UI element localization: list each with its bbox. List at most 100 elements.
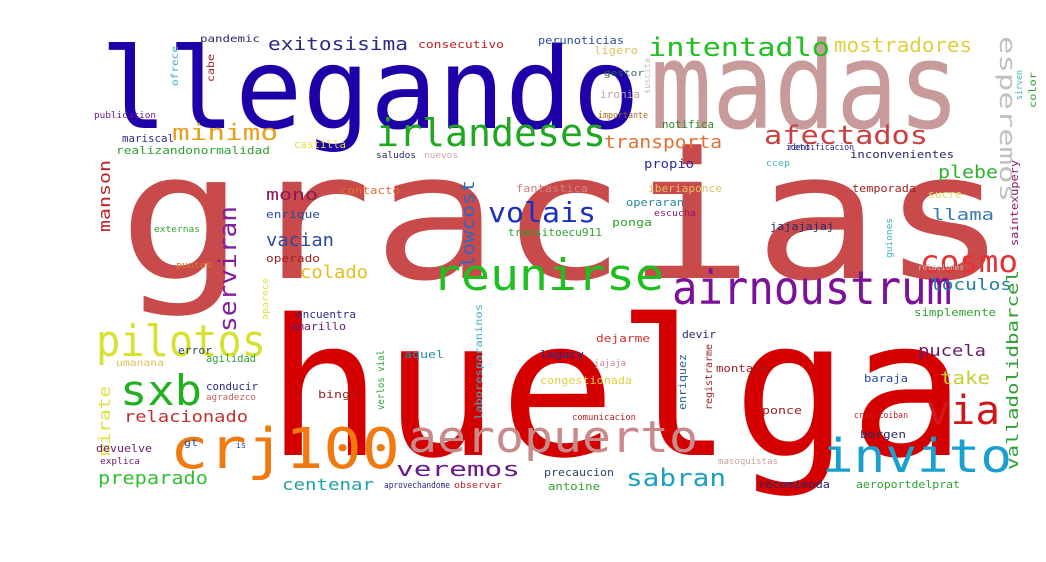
word-take: take: [940, 368, 990, 389]
word-is: is: [236, 441, 246, 451]
word-simplemente: simplemente: [914, 306, 996, 319]
word-colado: colado: [300, 262, 368, 283]
word-ccep: ccep: [766, 159, 790, 169]
word-huelga: huelga: [266, 279, 966, 500]
word-sxb: sxb: [120, 366, 202, 415]
word-jajajajaj: jajajajaj: [770, 220, 834, 233]
word-publicacion: publicacion: [94, 111, 156, 121]
word-escucha: escucha: [654, 209, 696, 219]
word-encuentra: encuentra: [296, 308, 356, 321]
word-manson: manson: [95, 160, 114, 232]
word-externas: externas: [154, 225, 200, 235]
word-preparado: preparado: [98, 468, 208, 489]
word-explica: explica: [100, 457, 140, 467]
word-contacto: contacto: [340, 184, 400, 197]
word-veremos: veremos: [396, 457, 520, 481]
word-operaran: operaran: [626, 196, 684, 209]
word-temporada: temporada: [852, 182, 916, 195]
word-guiones: guiones: [885, 218, 895, 258]
word-saludos: saludos: [376, 151, 416, 161]
word-mirate: mirate: [95, 386, 114, 456]
word-sirven: sirven: [1015, 70, 1025, 100]
word-relaciones: relaciones: [918, 263, 964, 272]
word-llama: llama: [932, 205, 994, 224]
word-legacy: legacy: [540, 348, 584, 361]
word-pandemic: pandemic: [200, 34, 260, 45]
word-masoquistas: masoquistas: [718, 457, 778, 467]
word-observar: observar: [454, 481, 503, 491]
word-valladolidbarcel: valladolidbarcel: [1003, 270, 1022, 470]
word-mono: mono: [266, 185, 318, 204]
word-intentadlo: intentadlo: [648, 33, 830, 63]
word-ponga: ponga: [612, 216, 652, 229]
word-aparece: aparece: [261, 278, 271, 320]
word-importante: importante: [598, 111, 648, 121]
word-serviran: serviran: [214, 206, 242, 332]
word-propio: propio: [644, 157, 694, 171]
word-vacian: vacian: [266, 230, 334, 251]
word-volais: volais: [488, 196, 596, 229]
word-recomienda: recomienda: [758, 478, 830, 491]
word-iberiaponce: iberiaponce: [648, 182, 722, 195]
word-error: error: [178, 344, 212, 357]
word-plebe: plebe: [938, 162, 998, 183]
word-perunoticias: perunoticias: [538, 34, 624, 47]
word-amarillo: amarillo: [290, 320, 346, 333]
word-jajaja: jajaja: [594, 359, 626, 369]
word-cabe: cabe: [206, 54, 217, 82]
word-puntos: puntos: [176, 261, 212, 271]
word-reto: reto: [788, 143, 810, 153]
word-minimo: minimo: [172, 121, 278, 146]
word-devir: devir: [682, 328, 716, 341]
word-ofrece: ofrece: [170, 46, 181, 86]
word-montaje: montaje: [716, 362, 768, 375]
word-enriquez: enriquez: [676, 354, 689, 410]
word-operado: operado: [266, 252, 320, 265]
word-comunicacion: comunicacion: [572, 413, 636, 423]
word-afectados: afectados: [764, 121, 928, 151]
word-lowcost: lowcost: [458, 180, 479, 268]
word-airnoustrum: airnoustrum: [672, 261, 952, 315]
word-madas: madas: [650, 18, 960, 157]
word-pucela: pucela: [918, 341, 986, 360]
word-laboresparaninos: laboresparaninos: [474, 304, 485, 420]
word-gestor: gestor: [604, 69, 645, 79]
word-pilotos: pilotos: [96, 316, 266, 367]
word-aquel: aquel: [404, 348, 444, 361]
word-registrarme: registrarme: [704, 344, 715, 410]
word-umanana: umanana: [116, 358, 164, 369]
word-aprovechandome: aprovechandome: [384, 481, 450, 491]
word-centenar: centenar: [282, 475, 374, 494]
word-reunirse: reunirse: [432, 250, 664, 301]
word-antoine: antoine: [548, 480, 600, 493]
word-gracias: gracias: [118, 115, 1008, 320]
word-exitosisima: exitosisima: [268, 34, 408, 55]
word-cosmo: cosmo: [920, 245, 1018, 280]
word-consecutivo: consecutivo: [418, 38, 504, 51]
word-ligero: ligero: [594, 44, 638, 57]
word-sabran: sabran: [626, 464, 726, 492]
word-color: color: [1028, 72, 1039, 108]
word-crj100: crj100: [170, 417, 400, 482]
word-notifica: notifica: [662, 118, 714, 131]
word-relacionado: relacionado: [124, 407, 248, 426]
word-saintexupery: saintexupery: [1008, 160, 1021, 246]
word-dejarme: dejarme: [596, 332, 650, 345]
word-llegando: llegando: [100, 25, 640, 155]
word-conducir: conducir: [206, 380, 258, 393]
word-nuevos: nuevos: [424, 151, 458, 161]
word-inconvenientes: inconvenientes: [850, 148, 954, 161]
word-ponce: ponce: [762, 404, 802, 417]
word-criticoiban: criticoiban: [854, 411, 908, 421]
word-irlandeses: irlandeses: [376, 111, 606, 155]
word-mostradores: mostradores: [834, 33, 972, 57]
word-devuelve: devuelve: [96, 442, 152, 455]
word-precaucion: precaucion: [544, 466, 614, 479]
word-realizandonormalidad: realizandonormalidad: [116, 144, 270, 157]
word-agradezco: agradezco: [206, 393, 256, 403]
word-castilla: castilla: [294, 138, 346, 151]
word-agilidad: agilidad: [206, 352, 256, 365]
word-gt: gt: [184, 438, 198, 449]
